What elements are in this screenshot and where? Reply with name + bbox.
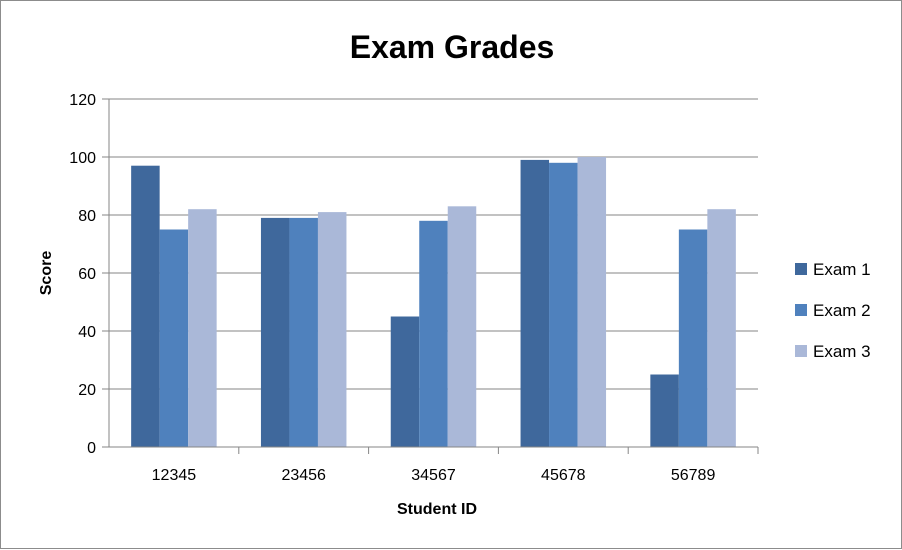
legend-item: Exam 3 (795, 342, 871, 361)
legend: Exam 1 Exam 2 Exam 3 (795, 260, 871, 361)
bar-exam-3-34567 (447, 206, 477, 447)
legend-swatch (795, 345, 807, 357)
bar-exam-3-56789 (707, 209, 736, 447)
y-axis-title: Score (38, 251, 55, 296)
y-axis-ticks: 0 20 40 60 80 100 120 (69, 92, 109, 457)
x-axis-title: Student ID (397, 501, 477, 518)
x-tick-label: 12345 (152, 467, 197, 484)
bar-exam-3-45678 (577, 157, 607, 447)
bar-exam-1-23456 (260, 217, 290, 447)
legend-label: Exam 3 (813, 342, 871, 361)
bar-exam-1-56789 (650, 374, 679, 447)
x-tick-label: 23456 (281, 467, 326, 484)
legend-swatch (795, 263, 807, 275)
y-tick-label: 20 (78, 382, 96, 399)
y-tick-label: 100 (69, 150, 96, 167)
x-axis-ticks: 12345 23456 34567 45678 56789 (152, 447, 759, 484)
y-tick-label: 120 (69, 92, 96, 109)
bar-exam-2-45678 (549, 162, 578, 448)
chart-title: Exam Grades (350, 29, 555, 65)
bar-exam-2-23456 (289, 217, 318, 447)
y-tick-label: 80 (78, 208, 96, 225)
bar-exam-1-12345 (131, 165, 160, 447)
bar-exam-2-56789 (678, 229, 708, 447)
bar-exam-2-12345 (159, 229, 189, 447)
y-tick-label: 60 (78, 266, 96, 283)
legend-label: Exam 2 (813, 301, 871, 320)
bars (131, 157, 736, 448)
x-tick-label: 34567 (411, 467, 456, 484)
y-tick-label: 40 (78, 324, 96, 341)
legend-item: Exam 2 (795, 301, 871, 320)
bar-exam-1-34567 (390, 316, 420, 447)
legend-swatch (795, 304, 807, 316)
bar-exam-2-34567 (419, 220, 448, 447)
y-tick-label: 0 (87, 440, 96, 457)
x-tick-label: 56789 (671, 467, 716, 484)
bar-exam-3-12345 (188, 209, 217, 447)
legend-item: Exam 1 (795, 260, 871, 279)
legend-label: Exam 1 (813, 260, 871, 279)
bar-exam-1-45678 (520, 159, 550, 447)
bar-exam-3-23456 (317, 212, 347, 447)
x-tick-label: 45678 (541, 467, 586, 484)
